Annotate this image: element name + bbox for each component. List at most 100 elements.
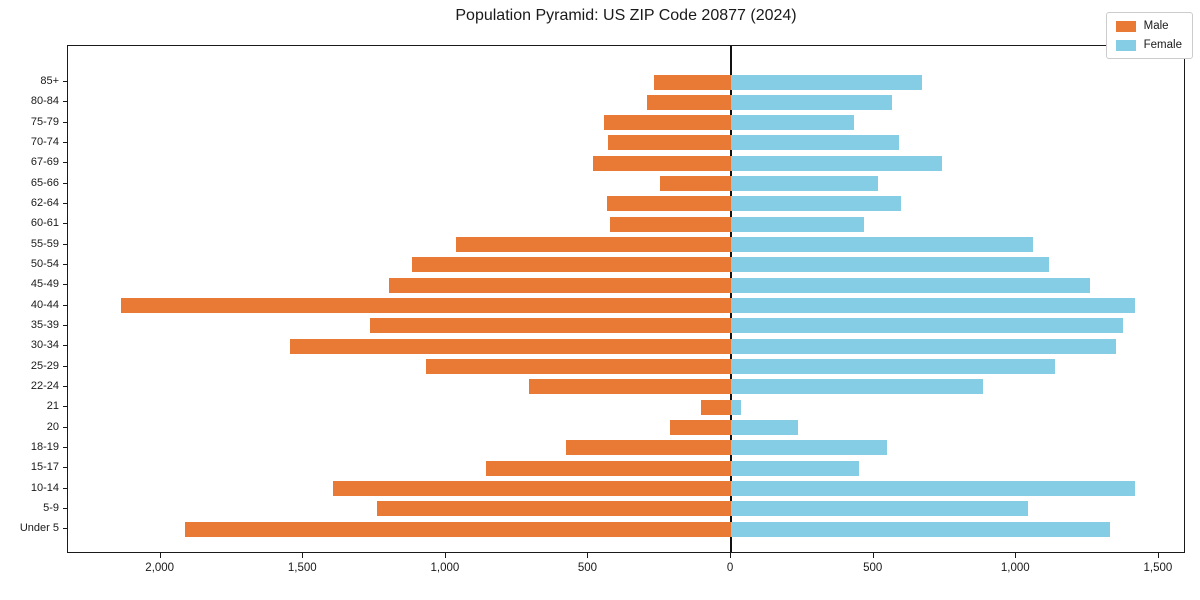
x-tick-label: 0	[726, 562, 734, 574]
y-tick-label: 80-84	[30, 95, 59, 108]
x-tick-label: 500	[577, 562, 598, 574]
bar-male-45-49	[388, 277, 732, 293]
bar-female-21	[731, 399, 742, 415]
bar-male-55-59	[455, 237, 732, 253]
bar-female-35-39	[731, 318, 1124, 334]
bar-male-10-14	[333, 481, 732, 497]
y-tick-mark	[63, 263, 67, 265]
y-tick-mark	[63, 243, 67, 245]
y-tick-mark	[63, 528, 67, 530]
bar-female-5-9	[731, 501, 1028, 517]
x-tick-mark	[1157, 553, 1159, 558]
bar-male-60-61	[609, 216, 732, 232]
plot-area	[67, 45, 1185, 553]
bar-male-5-9	[377, 501, 732, 517]
legend-label-male: Male	[1143, 20, 1169, 32]
y-tick-label: 18-19	[30, 440, 59, 453]
y-tick-mark	[63, 101, 67, 103]
y-tick-label: Under 5	[19, 522, 59, 535]
x-tick-mark	[159, 553, 161, 558]
x-tick-label: 1,000	[430, 562, 460, 574]
bar-female-18-19	[731, 440, 887, 456]
y-tick-mark	[63, 223, 67, 225]
y-tick-label: 10-14	[30, 481, 59, 494]
y-tick-label: 35-39	[30, 318, 59, 331]
legend-entry-female: Female	[1115, 39, 1182, 51]
bar-male-20	[669, 420, 732, 436]
y-tick-mark	[63, 141, 67, 143]
y-tick-mark	[63, 304, 67, 306]
bar-female-22-24	[731, 379, 984, 395]
male-color-swatch	[1115, 20, 1136, 32]
bar-female-70-74	[731, 135, 900, 151]
y-tick-label: 25-29	[30, 359, 59, 372]
y-tick-label: 62-64	[30, 196, 59, 209]
x-tick-label: 1,500	[287, 562, 317, 574]
legend-label-female: Female	[1143, 39, 1182, 51]
y-tick-label: 15-17	[30, 461, 59, 474]
y-tick-label: 50-54	[30, 257, 59, 270]
bar-female-55-59	[731, 237, 1034, 253]
bar-male-40-44	[120, 298, 732, 314]
bar-male-30-34	[290, 338, 732, 354]
y-tick-mark	[63, 121, 67, 123]
y-tick-mark	[63, 345, 67, 347]
y-tick-label: 20	[46, 420, 59, 433]
x-tick-mark	[1015, 553, 1017, 558]
y-tick-label: 21	[46, 400, 59, 413]
bar-male-15-17	[485, 460, 732, 476]
y-tick-mark	[63, 426, 67, 428]
bar-male-22-24	[528, 379, 732, 395]
y-tick-mark	[63, 202, 67, 204]
bar-female-under-5	[731, 521, 1111, 537]
y-tick-label: 5-9	[43, 501, 59, 514]
bar-male-65-66	[659, 176, 732, 192]
x-tick-mark	[872, 553, 874, 558]
legend: Male Female	[1105, 12, 1193, 59]
x-tick-label: 1,500	[1143, 562, 1173, 574]
bar-male-50-54	[411, 257, 732, 273]
y-tick-label: 67-69	[30, 156, 59, 169]
bar-female-75-79	[731, 115, 854, 131]
chart-title: Population Pyramid: US ZIP Code 20877 (2…	[455, 7, 797, 24]
bar-female-62-64	[731, 196, 901, 212]
legend-entry-male: Male	[1115, 20, 1182, 32]
y-tick-mark	[63, 446, 67, 448]
x-tick-label: 1,000	[1000, 562, 1030, 574]
bar-male-80-84	[646, 94, 732, 110]
bar-female-20	[731, 420, 799, 436]
bar-female-25-29	[731, 359, 1055, 375]
y-tick-mark	[63, 284, 67, 286]
bar-female-50-54	[731, 257, 1050, 273]
bar-female-67-69	[731, 155, 943, 171]
y-tick-label: 22-24	[30, 379, 59, 392]
bar-female-40-44	[731, 298, 1135, 314]
bar-male-18-19	[565, 440, 732, 456]
bar-female-10-14	[731, 481, 1135, 497]
y-tick-label: 75-79	[30, 115, 59, 128]
y-tick-label: 70-74	[30, 135, 59, 148]
y-tick-label: 60-61	[30, 217, 59, 230]
x-tick-mark	[730, 553, 732, 558]
y-tick-mark	[63, 365, 67, 367]
y-tick-mark	[63, 507, 67, 509]
bar-female-80-84	[731, 94, 893, 110]
x-tick-mark	[444, 553, 446, 558]
y-tick-mark	[63, 467, 67, 469]
y-tick-label: 30-34	[30, 339, 59, 352]
y-tick-label: 40-44	[30, 298, 59, 311]
bar-male-70-74	[608, 135, 732, 151]
y-tick-mark	[63, 324, 67, 326]
bar-female-85-	[731, 74, 923, 90]
bar-female-45-49	[731, 277, 1091, 293]
y-tick-mark	[63, 81, 67, 82]
bar-female-15-17	[731, 460, 860, 476]
y-tick-mark	[63, 385, 67, 387]
x-tick-label: 2,000	[145, 562, 175, 574]
y-tick-mark	[63, 182, 67, 184]
bar-female-60-61	[731, 216, 864, 232]
bar-male-75-79	[604, 115, 732, 131]
x-tick-mark	[302, 553, 304, 558]
y-tick-mark	[63, 162, 67, 164]
